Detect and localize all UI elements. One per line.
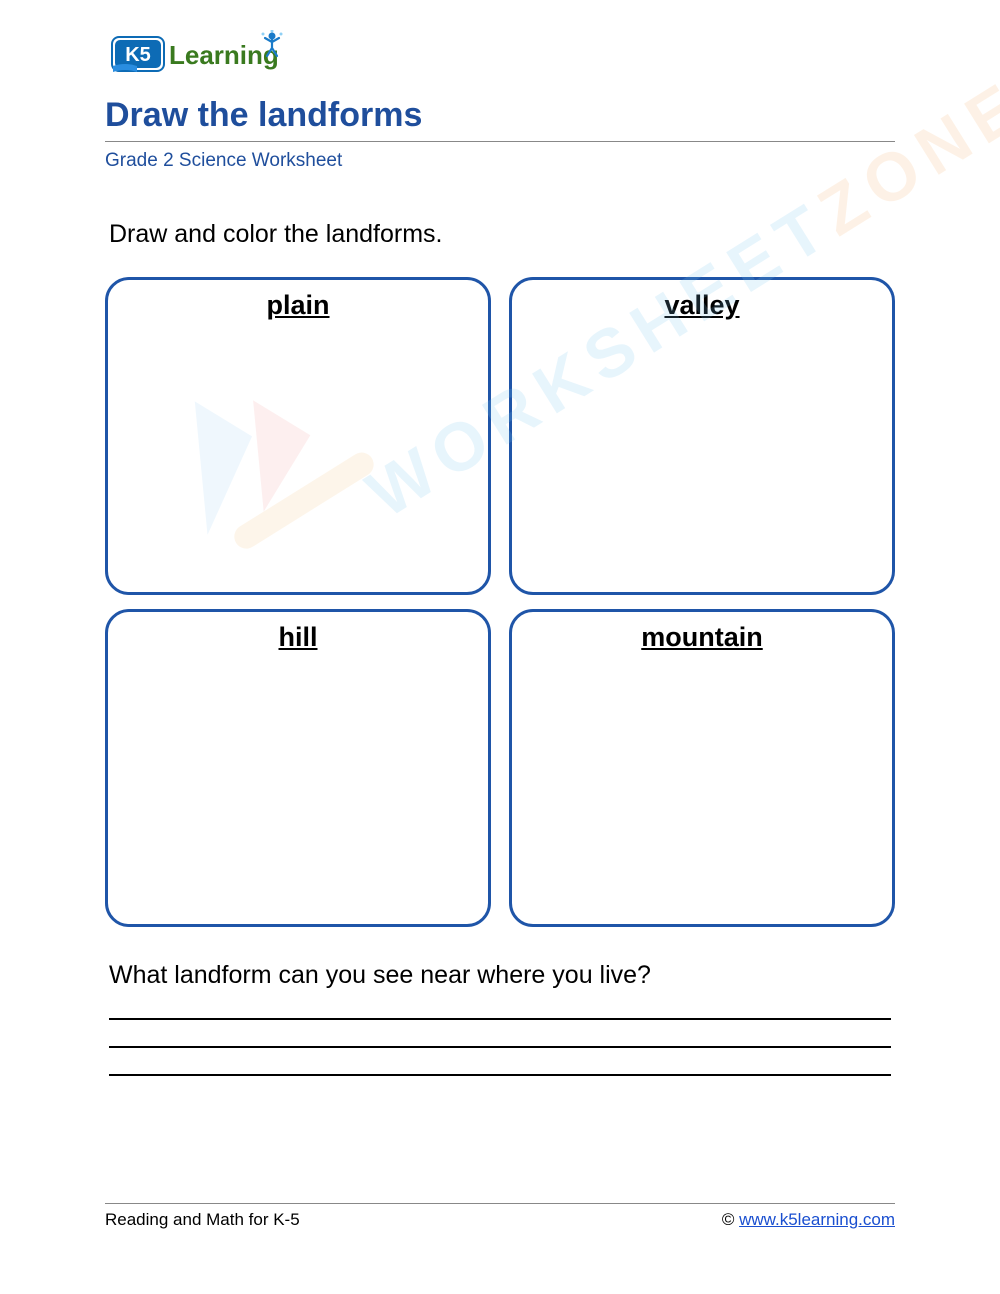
box-label: hill — [279, 622, 318, 652]
footer-link[interactable]: www.k5learning.com — [739, 1210, 895, 1229]
footer-left-text: Reading and Math for K-5 — [105, 1210, 300, 1230]
landform-box-hill[interactable]: hill — [105, 609, 491, 927]
question-text: What landform can you see near where you… — [109, 961, 895, 990]
box-label: valley — [664, 290, 739, 320]
page-footer: Reading and Math for K-5 © www.k5learnin… — [105, 1203, 895, 1230]
answer-line[interactable] — [109, 1046, 891, 1048]
landform-box-valley[interactable]: valley — [509, 277, 895, 595]
title-divider — [105, 141, 895, 142]
worksheet-subtitle: Grade 2 Science Worksheet — [105, 150, 895, 172]
footer-right: © www.k5learning.com — [722, 1210, 895, 1230]
answer-line[interactable] — [109, 1074, 891, 1076]
footer-divider — [105, 1203, 895, 1204]
brand-logo: K5 Learning — [111, 30, 895, 78]
instruction-text: Draw and color the landforms. — [109, 220, 895, 249]
box-label: mountain — [641, 622, 763, 652]
landform-box-plain[interactable]: plain — [105, 277, 491, 595]
box-label: plain — [266, 290, 329, 320]
svg-text:Learning: Learning — [169, 40, 279, 70]
landform-box-mountain[interactable]: mountain — [509, 609, 895, 927]
svg-text:K5: K5 — [125, 44, 151, 66]
worksheet-title: Draw the landforms — [105, 96, 895, 135]
landform-grid: plain valley hill mountain — [105, 277, 895, 927]
answer-line[interactable] — [109, 1018, 891, 1020]
